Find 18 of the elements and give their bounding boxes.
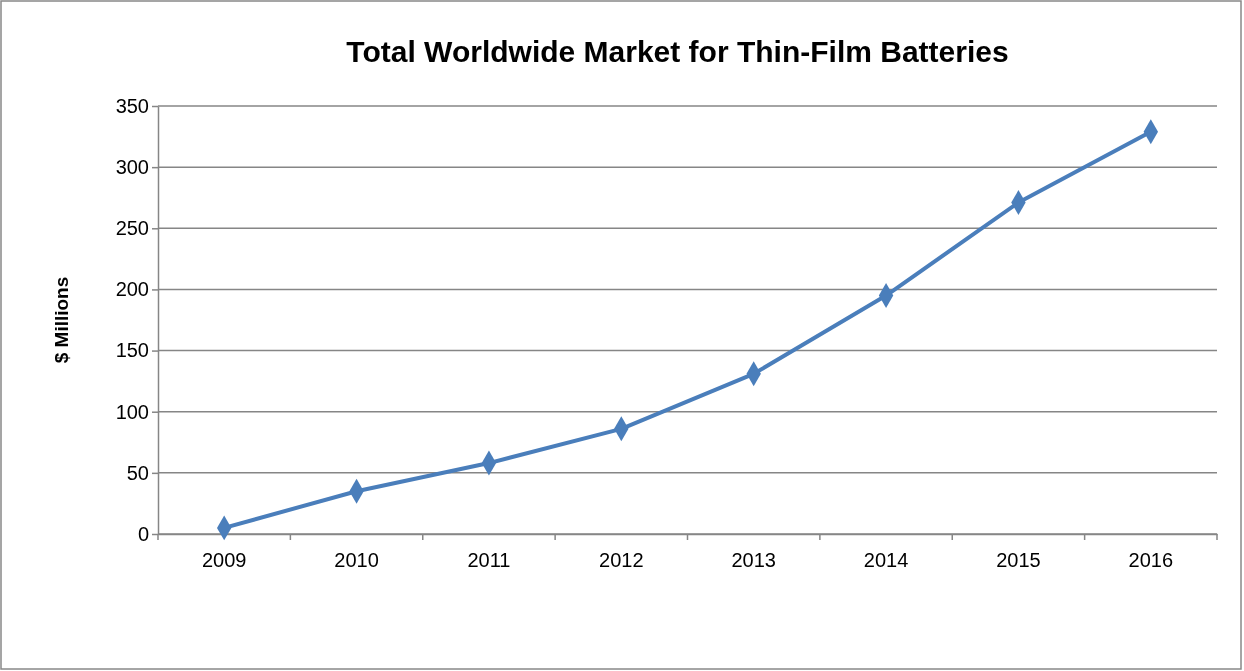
x-tick-label: 2013 <box>731 549 776 571</box>
y-tick-label: 0 <box>137 522 149 545</box>
y-tick-label: 200 <box>115 278 149 301</box>
x-tick-label: 2009 <box>201 549 247 571</box>
y-tick-label: 100 <box>115 400 149 423</box>
x-tick-label: 2015 <box>996 549 1041 571</box>
y-tick-label: 350 <box>115 94 149 117</box>
y-tick-label: 50 <box>126 461 149 484</box>
y-tick-label: 250 <box>115 217 149 240</box>
y-tick-label: 300 <box>115 156 149 179</box>
x-tick-label: 2014 <box>863 549 909 571</box>
x-tick-label: 2012 <box>599 549 644 571</box>
y-axis-title: $ Millions <box>51 276 72 364</box>
y-tick-label: 150 <box>115 339 149 362</box>
x-tick-label: 2010 <box>334 549 379 571</box>
x-tick-label: 2011 <box>467 549 511 571</box>
x-tick-label: 2016 <box>1128 549 1174 571</box>
chart-title: Total Worldwide Market for Thin-Film Batteries <box>346 35 1009 68</box>
